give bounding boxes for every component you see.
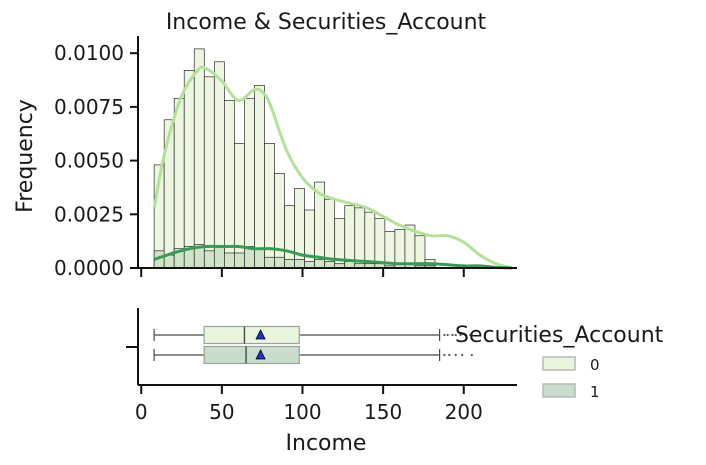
hist-bar-0-3	[183, 70, 195, 269]
hist-bar-0-9	[244, 97, 255, 269]
hist-bar-0-13	[284, 205, 295, 269]
hist-bar-1-12	[274, 256, 285, 269]
box-outlier-0-4	[459, 333, 462, 337]
boxes	[153, 325, 473, 365]
x-axis-label: Income	[286, 431, 367, 456]
hist-bar-1-8	[234, 252, 245, 269]
box-x-tick-label-2: 100	[283, 400, 321, 424]
box-x-tick-label-4: 200	[445, 400, 483, 424]
hist-y-tick-label-2: 0.0050	[54, 149, 124, 173]
hist-bar-0-10	[254, 85, 265, 269]
legend-swatch-1	[542, 383, 576, 398]
histogram-panel: 0.0000 0.0025 0.0050 0.0075 0.0100	[54, 36, 517, 280]
legend: Securities_Account 0 1	[455, 323, 664, 401]
box-iqr-1	[203, 345, 300, 365]
hist-y-tick-label-4: 0.0100	[54, 41, 124, 65]
hist-bar-0-5	[203, 76, 215, 269]
box-outlier-1-2	[454, 353, 457, 357]
legend-label-0: 0	[590, 356, 600, 374]
box-outlier-0-1	[446, 333, 449, 337]
hist-bar-0-7	[223, 100, 235, 269]
y-axis-label: Frequency	[13, 99, 38, 213]
hist-bar-1-13	[284, 259, 295, 269]
kde-curve-0	[152, 65, 513, 270]
hist-bar-0-21	[364, 211, 376, 269]
box-outlier-1-4	[470, 353, 473, 357]
box-outlier-0-6	[469, 333, 472, 337]
box-outlier-0-2	[451, 333, 454, 337]
hist-bar-1-6	[213, 246, 225, 269]
hist-bar-0-12	[274, 173, 285, 269]
box-outlier-0-5	[464, 333, 467, 337]
legend-title: Securities_Account	[455, 323, 664, 348]
hist-y-tick-label-3: 0.0075	[54, 95, 124, 119]
hist-bar-0-1	[163, 119, 175, 269]
hist-y-ticks: 0.0000 0.0025 0.0050 0.0075 0.0100	[54, 41, 138, 280]
box-mean-1	[255, 349, 266, 360]
hist-bar-0-2	[173, 97, 185, 269]
hist-bar-1-11	[264, 256, 275, 269]
box-outlier-1-1	[448, 353, 451, 357]
hist-y-tick-label-1: 0.0025	[54, 202, 124, 226]
box-outlier-1-0	[443, 353, 446, 357]
boxplot-panel: 0 50 100 150 200 Income	[126, 308, 517, 456]
box-outlier-0-3	[454, 333, 457, 337]
hist-bar-0-19	[344, 205, 356, 269]
box-outlier-0-0	[443, 333, 446, 337]
hist-y-tick-label-0: 0.0000	[54, 256, 124, 280]
histogram-bars-1	[153, 244, 436, 269]
kde-curve-1	[153, 244, 513, 270]
box-outlier-1-3	[461, 353, 464, 357]
hist-bar-0-20	[354, 207, 366, 269]
hist-bar-0-8	[234, 143, 245, 269]
box-x-tick-label-3: 150	[364, 400, 402, 424]
hist-bar-1-7	[223, 252, 235, 269]
box-x-ticks: 0 50 100 150 200	[135, 385, 483, 424]
hist-bar-0-6	[213, 61, 225, 269]
hist-bar-0-22	[374, 218, 386, 269]
histogram-bars-0	[153, 48, 436, 269]
hist-bar-1-10	[254, 248, 265, 269]
legend-label-1: 1	[590, 383, 600, 401]
hist-bar-0-15	[304, 209, 315, 269]
box-x-tick-label-1: 50	[209, 400, 234, 424]
hist-bar-0-4	[193, 48, 205, 269]
hist-bar-1-14	[294, 259, 305, 269]
box-mean-0	[255, 329, 266, 340]
legend-swatch-0	[542, 356, 576, 371]
box-x-tick-label-0: 0	[135, 400, 148, 424]
hist-x-ticks	[140, 268, 465, 277]
chart-title: Income & Securities_Account	[166, 10, 487, 35]
hist-bar-1-5	[203, 250, 215, 269]
box-iqr-0	[203, 325, 300, 345]
hist-bar-1-16	[314, 259, 326, 269]
